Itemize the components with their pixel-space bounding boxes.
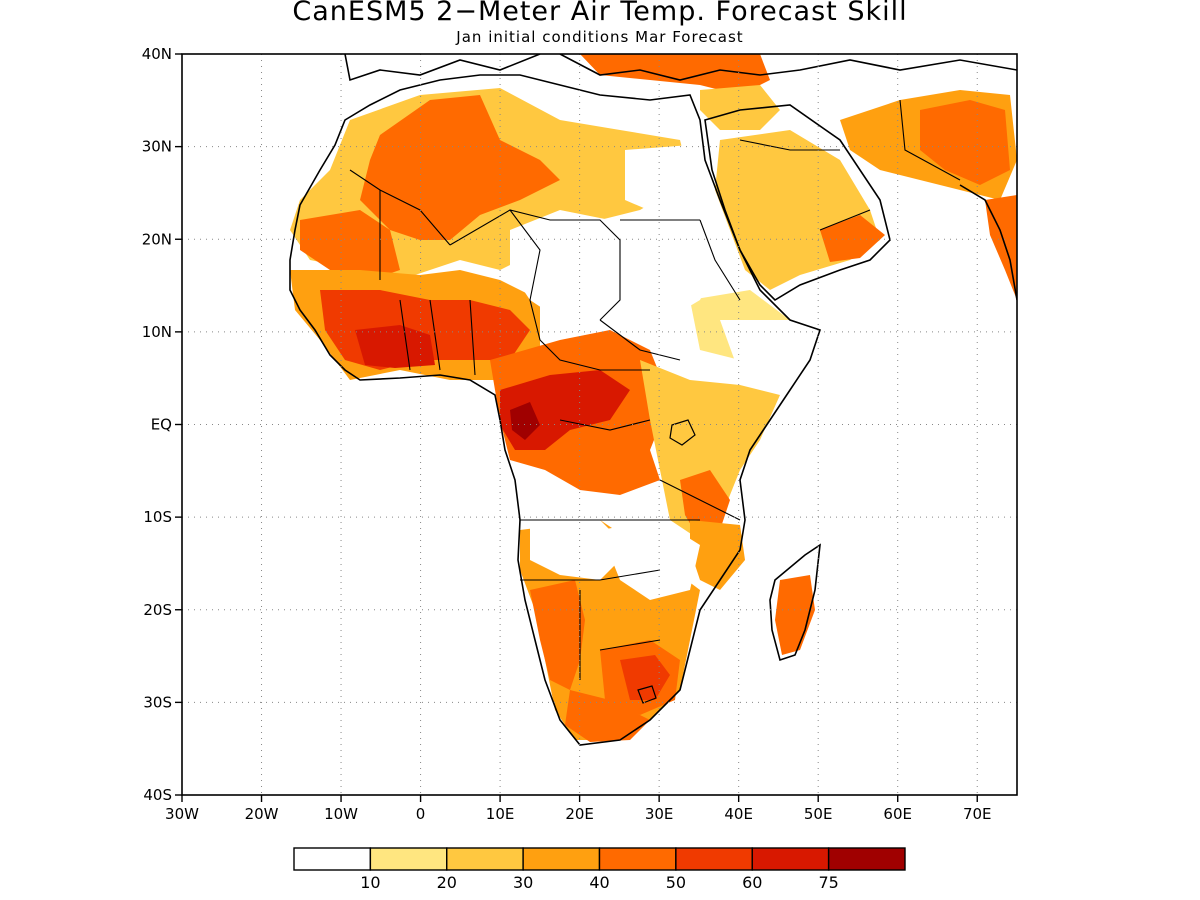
lon-tick-label: 40E	[724, 805, 753, 823]
lat-tick-label: 20S	[143, 601, 172, 619]
skill-field-highveld-core	[620, 655, 670, 700]
colorbar-swatch	[827, 847, 906, 871]
colorbar	[293, 847, 906, 871]
colorbar-swatch	[675, 847, 753, 871]
lat-tick-label: 40N	[142, 45, 172, 63]
lon-tick-label: 20E	[565, 805, 594, 823]
map-title: CanESM5 2−Meter Air Temp. Forecast Skill	[292, 0, 908, 27]
lon-tick-label: 30W	[165, 805, 199, 823]
lon-tick-label: 10W	[324, 805, 358, 823]
skill-field-sahara-core	[360, 95, 560, 240]
lon-axis-labels: 30W 20W 10W 0 10E 20E 30E 40E 50E 60E 70E	[165, 805, 991, 823]
lat-tick-label: 30S	[143, 693, 172, 711]
colorbar-swatch	[598, 847, 677, 871]
skill-field-gap-somalia	[720, 320, 810, 380]
lat-axis-labels: 40N 30N 20N 10N EQ 10S 20S 30S 40S	[142, 45, 172, 804]
map-subtitle: Jan initial conditions Mar Forecast	[456, 28, 744, 46]
axis-ticks	[175, 53, 978, 802]
colorbar-swatch	[369, 847, 448, 871]
colorbar-swatch	[293, 847, 372, 871]
europe-coastline	[344, 54, 1017, 82]
skill-field-levant	[700, 85, 780, 130]
skill-field-arabia	[715, 130, 880, 290]
coastlines	[289, 54, 1017, 746]
arabia-coastline	[704, 104, 891, 302]
skill-field-gap-egypt	[625, 145, 700, 215]
lesotho	[637, 685, 657, 704]
lat-tick-label: 40S	[143, 786, 172, 804]
border-lines	[349, 99, 961, 680]
lon-tick-label: 50E	[804, 805, 833, 823]
skill-field-east-africa	[640, 360, 780, 540]
skill-field-iran-core	[920, 100, 1010, 185]
lon-tick-label: 20W	[245, 805, 279, 823]
skill-field-west-sahara	[300, 210, 400, 280]
skill-field-india	[985, 195, 1017, 300]
skill-field-guinea-coast	[355, 325, 435, 368]
lake-victoria	[669, 419, 696, 446]
colorbar-swatch	[446, 847, 524, 871]
colorbar-label: 50	[666, 873, 686, 892]
lat-tick-label: EQ	[151, 416, 172, 434]
skill-fields	[290, 54, 1017, 742]
skill-field-cape	[565, 690, 650, 742]
madagascar-coastline	[769, 543, 821, 662]
skill-field-gap-sudan	[610, 220, 720, 330]
skill-field-mediterranean	[580, 54, 770, 95]
lat-tick-label: 30N	[142, 138, 172, 156]
colorbar-swatch	[522, 847, 601, 871]
africa-coastline	[289, 74, 822, 746]
colorbar-swatch	[751, 847, 830, 871]
lon-tick-label: 10E	[486, 805, 515, 823]
skill-field-mozambique	[690, 520, 745, 590]
colorbar-label: 40	[589, 873, 609, 892]
lon-tick-label: 30E	[645, 805, 674, 823]
skill-field-kalahari	[530, 580, 585, 690]
skill-field-gap-chad	[510, 210, 620, 320]
colorbar-label: 20	[437, 873, 457, 892]
colorbar-label: 10	[360, 873, 380, 892]
lat-tick-label: 10N	[142, 323, 172, 341]
colorbar-label: 60	[742, 873, 762, 892]
lat-tick-label: 10S	[143, 508, 172, 526]
lon-tick-label: 70E	[963, 805, 992, 823]
lat-tick-label: 20N	[142, 230, 172, 248]
lon-tick-label: 0	[416, 805, 426, 823]
colorbar-label: 30	[513, 873, 533, 892]
colorbar-labels: 10 20 30 40 50 60 75	[360, 873, 839, 892]
colorbar-label: 75	[818, 873, 838, 892]
lon-tick-label: 60E	[883, 805, 912, 823]
skill-field-congo-peak	[510, 402, 540, 440]
skill-field-gap-zambia	[600, 520, 700, 600]
india-coastline	[959, 184, 1017, 301]
skill-field-madagascar	[775, 575, 815, 655]
skill-field-arabia-south	[820, 215, 885, 262]
